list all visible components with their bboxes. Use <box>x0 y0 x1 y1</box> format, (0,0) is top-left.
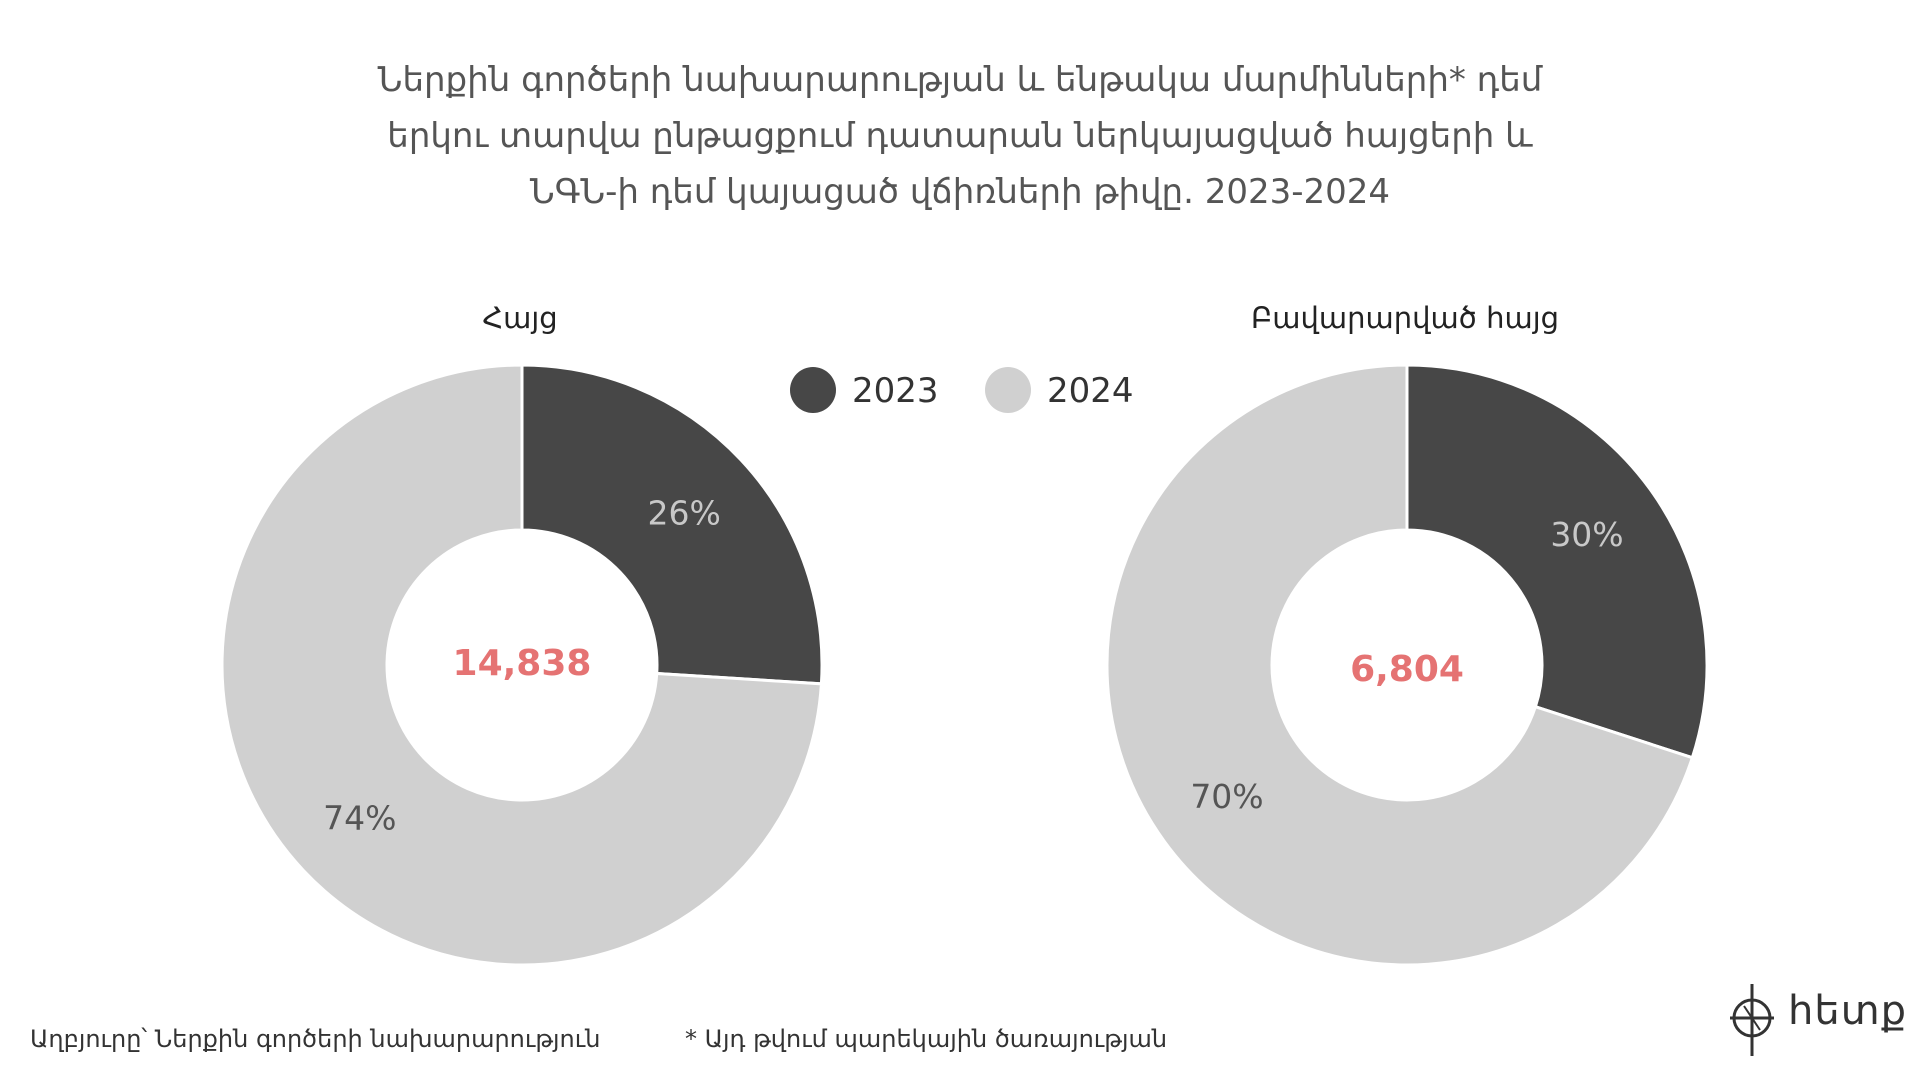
chart-2-slice-2024 <box>1105 363 1695 967</box>
title-line-1: Ներքին գործերի նախարարության և ենթակա մա… <box>377 60 1543 100</box>
chart-1-title: Հայց <box>482 301 557 335</box>
chart-1-slices: 26% 74% <box>220 363 824 967</box>
legend-marker-2023 <box>790 367 836 413</box>
compass-logo-icon <box>1730 984 1774 1056</box>
legend-label-2024: 2024 <box>1047 371 1134 411</box>
chart-1-slice-2023 <box>520 363 824 686</box>
chart-2-slice-2023 <box>1405 363 1709 760</box>
publisher-logo: hետք <box>1728 980 1908 1060</box>
chart-2-center-value: 6,804 <box>1350 649 1464 690</box>
chart-1-center-value: 14,838 <box>453 643 592 684</box>
chart-1-slice-2024 <box>220 363 824 967</box>
legend-marker-2024 <box>985 367 1031 413</box>
chart-2-title: Բավարարված հայց <box>1251 301 1559 335</box>
chart-2-slices: 30% 70% <box>1105 363 1709 967</box>
chart-2-label-2024: 70% <box>1190 777 1263 816</box>
title-line-3: ՆԳՆ-ի դեմ կայացած վճիռների թիվը. 2023-20… <box>529 172 1391 212</box>
legend: 2023 2024 <box>790 367 1134 413</box>
legend-label-2023: 2023 <box>852 371 939 411</box>
logo-wordmark: hետք <box>1788 988 1908 1034</box>
chart-1-label-2024: 74% <box>323 798 396 837</box>
title-line-2: երկու տարվա ընթացքում դատարան ներկայացվա… <box>387 116 1533 156</box>
chart-1-label-2023: 26% <box>648 494 721 533</box>
footnote: * Այդ թվում պարեկային ծառայության <box>685 1025 1168 1053</box>
chart-title: Ներքին գործերի նախարարության և ենթակա մա… <box>0 52 1920 220</box>
source-note: Աղբյուրը՝ Ներքին գործերի նախարարություն <box>30 1025 601 1053</box>
chart-2-label-2023: 30% <box>1550 515 1623 554</box>
